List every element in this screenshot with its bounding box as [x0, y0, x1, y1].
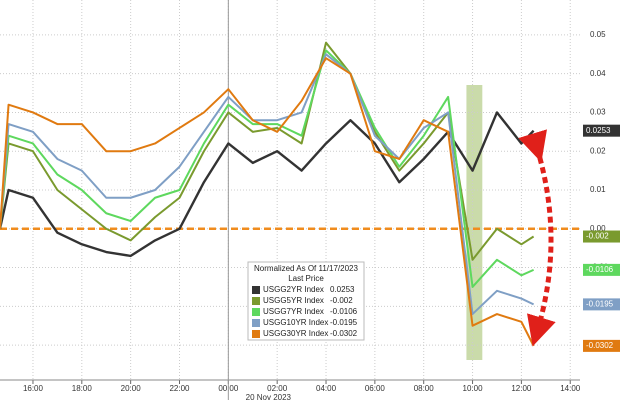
series-line: [0, 41, 535, 261]
legend-swatch: [252, 297, 260, 305]
y-tick-label: 0.05: [590, 30, 606, 39]
date-label: 20 Nov 2023: [246, 393, 292, 402]
legend-label: USGG30YR Index: [263, 329, 328, 338]
highlight-band: [466, 85, 483, 360]
legend-subtitle: Last Price: [288, 274, 324, 283]
x-tick-label: 08:00: [414, 384, 435, 393]
last-value-label: -0.002: [586, 232, 609, 241]
legend-value: -0.0106: [330, 307, 358, 316]
legend-swatch: [252, 308, 260, 316]
legend-box: [247, 261, 365, 341]
last-value-box: [583, 230, 620, 243]
last-value-box: [583, 263, 620, 276]
y-tick-label: 0.03: [590, 108, 606, 117]
series-line: [0, 57, 535, 347]
arrow-annotation: [518, 129, 556, 347]
x-tick-label: 22:00: [169, 384, 190, 393]
legend-swatch: [252, 330, 260, 338]
legend-swatch: [252, 286, 260, 294]
last-value-box: [583, 124, 620, 137]
last-value-box: [583, 298, 620, 311]
x-tick-label: 02:00: [267, 384, 288, 393]
legend-label: USGG10YR Index: [263, 318, 328, 327]
x-tick-label: 18:00: [72, 384, 93, 393]
last-value-label: -0.0106: [586, 265, 614, 274]
legend-title: Normalized As Of 11/17/2023: [254, 264, 358, 273]
y-tick-label: 0.04: [590, 69, 606, 78]
last-value-label: 0.0253: [586, 126, 611, 135]
last-value-box: [583, 339, 620, 352]
x-tick-label: 04:00: [316, 384, 337, 393]
series-line: [0, 53, 535, 316]
legend-value: -0.0195: [330, 318, 358, 327]
x-tick-label: 12:00: [511, 384, 532, 393]
x-tick-label: 06:00: [365, 384, 386, 393]
legend-label: USGG7YR Index: [263, 307, 324, 316]
last-value-label: -0.0302: [586, 341, 614, 350]
x-tick-label: 10:00: [463, 384, 484, 393]
last-value-label: -0.0195: [586, 299, 614, 308]
legend-value: -0.002: [330, 296, 353, 305]
series-line: [0, 49, 535, 288]
y-tick-label: 0.00: [590, 224, 606, 233]
x-tick-label: 16:00: [23, 384, 44, 393]
legend-label: USGG5YR Index: [263, 296, 324, 305]
legend-value: 0.0253: [330, 285, 355, 294]
legend-swatch: [252, 319, 260, 327]
y-tick-label: 0.02: [590, 146, 606, 155]
legend-label: USGG2YR Index: [263, 285, 324, 294]
x-tick-label: 20:00: [121, 384, 142, 393]
y-tick-label: 0.01: [590, 185, 606, 194]
x-tick-label: 14:00: [560, 384, 581, 393]
legend-value: -0.0302: [330, 329, 358, 338]
